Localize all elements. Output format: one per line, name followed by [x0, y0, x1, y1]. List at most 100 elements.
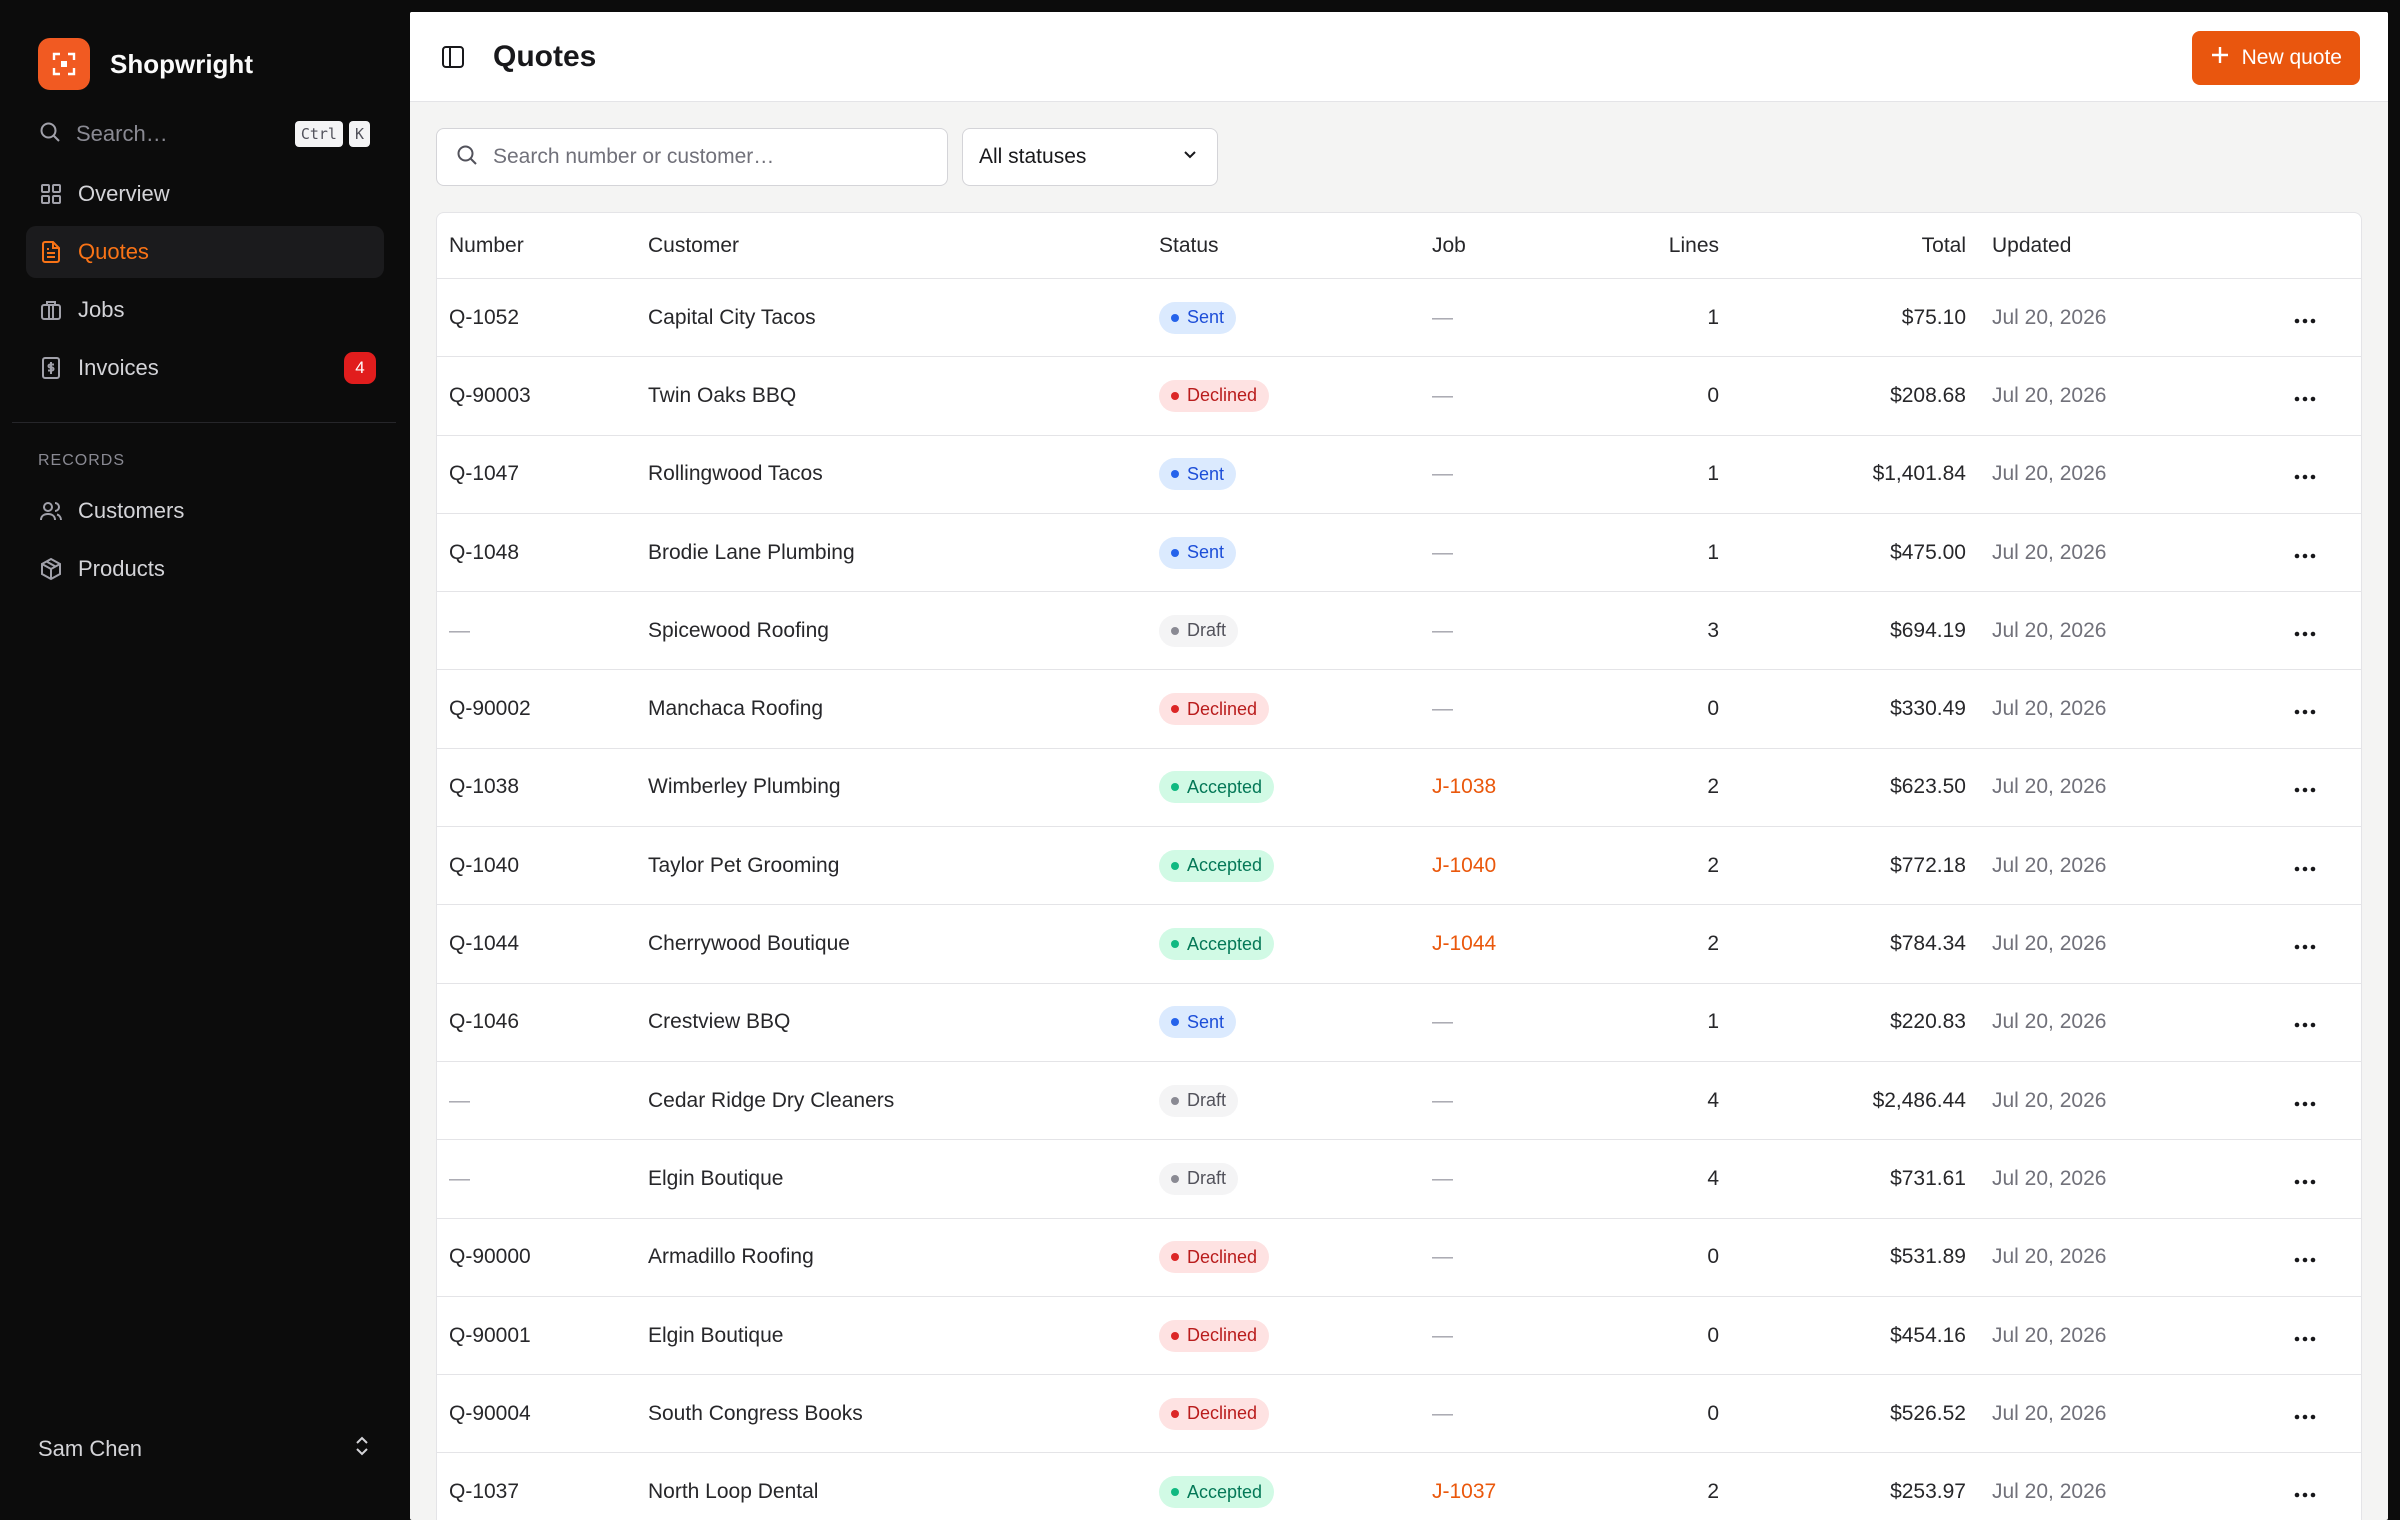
status-dot — [1171, 1096, 1179, 1105]
status-label: Accepted — [1187, 1481, 1263, 1502]
job-link[interactable]: J-1038 — [1432, 775, 1497, 799]
quote-search-field[interactable] — [436, 128, 948, 186]
table-row[interactable]: Q-90001 Elgin Boutique Declined — 0 $454.16 Ju… — [437, 1297, 2361, 1376]
job-link[interactable]: J-1044 — [1432, 932, 1497, 956]
column-header-total[interactable]: Total — [1921, 233, 1966, 257]
brand[interactable]: Shopwright — [38, 38, 253, 90]
status-badge: Draft — [1159, 614, 1239, 647]
customer-name: Cherrywood Boutique — [648, 932, 850, 956]
row-actions-button[interactable] — [2260, 1089, 2350, 1113]
row-actions-button[interactable] — [2260, 1010, 2350, 1034]
search-icon — [455, 143, 479, 172]
sidebar: Shopwright Search… Ctrl K Overview Quote… — [0, 0, 410, 1520]
row-actions-button[interactable] — [2260, 854, 2350, 878]
status-badge: Declined — [1159, 693, 1270, 726]
new-quote-button[interactable]: New quote — [2191, 31, 2360, 85]
table-row[interactable]: — Elgin Boutique Draft — 4 $731.61 Jul 20, 202… — [437, 1140, 2361, 1219]
row-actions-button[interactable] — [2260, 462, 2350, 486]
row-actions-button[interactable] — [2260, 541, 2350, 565]
line-count: 4 — [1707, 1088, 1719, 1112]
table-row[interactable]: Q-1037 North Loop Dental Accepted J-1037 2 $2… — [437, 1453, 2361, 1520]
table-row[interactable]: Q-1046 Crestview BBQ Sent — 1 $220.83 Jul 20, … — [437, 984, 2361, 1062]
column-header-status[interactable]: Status — [1159, 233, 1219, 257]
table-row[interactable]: Q-1044 Cherrywood Boutique Accepted J-1044 2… — [437, 905, 2361, 984]
table-row[interactable]: Q-90002 Manchaca Roofing Declined — 0 $330.49… — [437, 670, 2361, 749]
table-row[interactable]: Q-90003 Twin Oaks BBQ Declined — 0 $208.68 Jul… — [437, 357, 2361, 436]
customer-name: Elgin Boutique — [648, 1323, 784, 1347]
row-actions-button[interactable] — [2260, 306, 2350, 330]
row-actions-button[interactable] — [2260, 697, 2350, 721]
quote-total: $694.19 — [1890, 618, 1966, 642]
table-row[interactable]: Q-90000 Armadillo Roofing Declined — 0 $531.8… — [437, 1219, 2361, 1297]
customer-name: South Congress Books — [648, 1401, 863, 1425]
nav-item-invoices[interactable]: Invoices 4 — [26, 342, 384, 394]
quote-total: $253.97 — [1890, 1480, 1966, 1504]
quote-number: Q-90004 — [449, 1401, 531, 1425]
sidebar-toggle-icon[interactable] — [440, 44, 466, 75]
row-actions-button[interactable] — [2260, 384, 2350, 408]
quote-number: Q-90002 — [449, 697, 531, 721]
status-badge: Sent — [1159, 301, 1237, 334]
status-dot — [1171, 1253, 1179, 1262]
updated-date: Jul 20, 2026 — [1992, 540, 2107, 564]
row-actions-button[interactable] — [2260, 1245, 2350, 1269]
nav-item-overview[interactable]: Overview — [26, 168, 384, 220]
status-dot — [1171, 783, 1179, 792]
table-row[interactable]: Q-1048 Brodie Lane Plumbing Sent — 1 $475.00 J… — [437, 514, 2361, 593]
table-row[interactable]: Q-90004 South Congress Books Declined — 0 $52… — [437, 1375, 2361, 1454]
row-actions-button[interactable] — [2260, 1402, 2350, 1426]
updated-date: Jul 20, 2026 — [1992, 1245, 2107, 1269]
table-row[interactable]: — Cedar Ridge Dry Cleaners Draft — 4 $2,486.4… — [437, 1062, 2361, 1141]
row-actions-button[interactable] — [2260, 932, 2350, 956]
plus-icon — [2210, 45, 2230, 71]
sidebar-search[interactable]: Search… Ctrl K — [38, 114, 370, 154]
column-header-updated[interactable]: Updated — [1992, 233, 2072, 257]
status-label: Declined — [1187, 698, 1258, 719]
status-cell: Accepted — [1159, 1476, 1432, 1509]
job-link[interactable]: J-1037 — [1432, 1480, 1497, 1504]
row-actions-button[interactable] — [2260, 775, 2350, 799]
column-header-number[interactable]: Number — [449, 233, 524, 257]
status-dot — [1171, 313, 1179, 322]
status-filter-value: All statuses — [979, 145, 1087, 168]
row-actions-button[interactable] — [2260, 1324, 2350, 1348]
table-row[interactable]: — Spicewood Roofing Draft — 3 $694.19 Jul 20, … — [437, 592, 2361, 671]
quote-search-input[interactable] — [493, 145, 923, 169]
table-row[interactable]: Q-1040 Taylor Pet Grooming Accepted J-1040 2… — [437, 827, 2361, 906]
job-link[interactable]: J-1040 — [1432, 853, 1497, 877]
status-filter-select[interactable]: All statuses — [962, 128, 1218, 186]
status-dot — [1171, 626, 1179, 635]
more-horizontal-icon — [2293, 1010, 2317, 1034]
row-actions-button[interactable] — [2260, 1480, 2350, 1504]
updated-date: Jul 20, 2026 — [1992, 697, 2107, 721]
line-count: 2 — [1707, 775, 1719, 799]
row-actions-button[interactable] — [2260, 619, 2350, 643]
updated-date: Jul 20, 2026 — [1992, 1166, 2107, 1190]
quote-number: Q-1052 — [449, 305, 520, 329]
nav-item-quotes[interactable]: Quotes — [26, 226, 384, 278]
customer-name: Crestview BBQ — [648, 1010, 791, 1034]
column-header-lines[interactable]: Lines — [1668, 233, 1719, 257]
user-name: Sam Chen — [38, 1436, 142, 1461]
column-header-customer[interactable]: Customer — [648, 233, 740, 257]
nav-item-products[interactable]: Products — [26, 543, 384, 595]
status-dot — [1171, 705, 1179, 714]
new-quote-label: New quote — [2241, 46, 2342, 69]
nav-item-customers[interactable]: Customers — [26, 485, 384, 537]
updated-date: Jul 20, 2026 — [1992, 932, 2107, 956]
user-menu[interactable]: Sam Chen — [38, 1434, 372, 1464]
row-actions-button[interactable] — [2260, 1167, 2350, 1191]
table-row[interactable]: Q-1047 Rollingwood Tacos Sent — 1 $1,401.84 Ju… — [437, 436, 2361, 514]
status-cell: Accepted — [1159, 849, 1432, 882]
more-horizontal-icon — [2293, 697, 2317, 721]
table-row[interactable]: Q-1038 Wimberley Plumbing Accepted J-1038 2 $… — [437, 749, 2361, 828]
nav-item-jobs[interactable]: Jobs — [26, 284, 384, 336]
more-horizontal-icon — [2293, 932, 2317, 956]
job-link: — — [1432, 618, 1453, 642]
customer-name: Armadillo Roofing — [648, 1245, 814, 1269]
page-title: Quotes — [493, 40, 597, 73]
table-row[interactable]: Q-1052 Capital City Tacos Sent — 1 $75.10 Jul … — [437, 279, 2361, 358]
line-count: 0 — [1707, 697, 1719, 721]
status-label: Draft — [1187, 1168, 1227, 1189]
column-header-job[interactable]: Job — [1432, 233, 1466, 257]
